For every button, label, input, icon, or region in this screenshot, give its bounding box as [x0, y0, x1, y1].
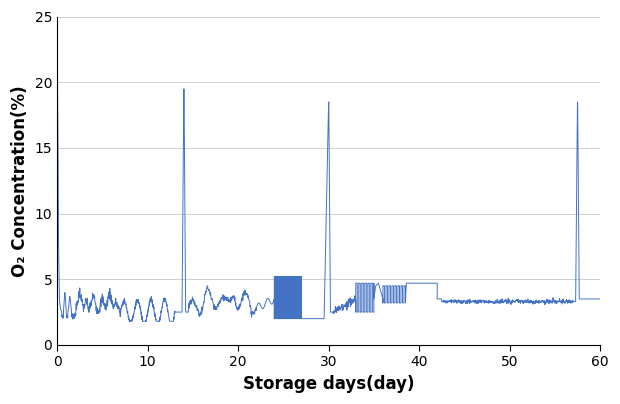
- X-axis label: Storage days(day): Storage days(day): [243, 375, 414, 393]
- Y-axis label: O₂ Concentration(%): O₂ Concentration(%): [11, 85, 29, 277]
